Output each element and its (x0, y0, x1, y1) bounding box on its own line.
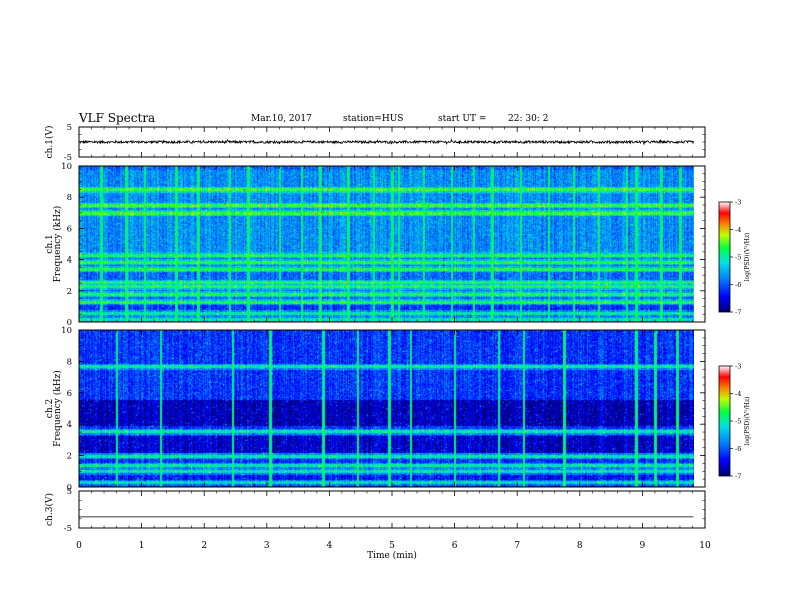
y-tick-label: 8 (67, 357, 72, 367)
x-axis-label: Time (min) (367, 550, 417, 561)
x-tick-label: 0 (76, 541, 82, 551)
y-tick-label: 0 (67, 483, 72, 493)
spectrogram-image-ch2 (79, 330, 694, 487)
colorbar-tick-label: -5 (735, 418, 741, 426)
colorbar-tick-label: -6 (735, 281, 741, 289)
x-tick-label: 1 (139, 541, 145, 551)
y-axis-label: Frequency (kHz) (52, 206, 63, 283)
colorbar-tick-label: -3 (735, 199, 741, 207)
y-axis-label: Frequency (kHz) (52, 370, 63, 447)
y-tick-label: 10 (61, 162, 72, 172)
colorbar-tick-label: -6 (735, 445, 741, 453)
start-ut-label: start UT = (438, 114, 487, 124)
station-label: station=HUS (343, 114, 404, 124)
start-ut-value: 22: 30: 2 (508, 114, 549, 124)
y-tick-label: 8 (67, 193, 72, 203)
colorbar-tick-label: -7 (735, 473, 741, 481)
waveform-trace-ch1 (78, 138, 694, 146)
channel-label: ch.1 (45, 234, 55, 253)
y-axis-label: ch.3(V) (44, 493, 55, 526)
y-tick-label: 6 (67, 224, 72, 234)
x-tick-label: 2 (201, 541, 207, 551)
y-tick-label: 4 (67, 420, 72, 430)
x-tick-label: 4 (327, 541, 333, 551)
x-tick-label: 9 (640, 541, 646, 551)
y-tick-label: -5 (64, 524, 72, 534)
colorbar-tick-label: -3 (735, 363, 741, 371)
channel-label: ch.2 (45, 399, 55, 418)
panel-frame-ch3-wave (78, 490, 706, 529)
spectrogram-image-ch1 (79, 166, 694, 322)
colorbar-label: log(PSD)(V²/Hz) (744, 397, 751, 446)
y-tick-label: -5 (64, 153, 72, 163)
colorbar-tick-label: -5 (735, 254, 741, 262)
y-tick-label: 2 (67, 287, 72, 297)
x-tick-label: 3 (264, 541, 270, 551)
x-tick-label: 7 (514, 541, 520, 551)
y-tick-label: 4 (67, 256, 72, 266)
y-axis-label: ch.1(V) (44, 126, 55, 159)
y-tick-label: 6 (67, 389, 72, 399)
y-tick-label: 2 (67, 452, 72, 462)
y-tick-label: 0 (67, 318, 72, 328)
y-tick-label: 5 (67, 123, 72, 133)
colorbar-ch2 (718, 365, 731, 477)
x-tick-label: 6 (452, 541, 458, 551)
x-tick-label: 8 (577, 541, 583, 551)
colorbar-ch1 (718, 201, 731, 313)
y-tick-label: 10 (61, 326, 72, 336)
x-tick-label: 10 (699, 541, 711, 551)
x-tick-label: 5 (389, 541, 395, 551)
y-tick-label: 5 (67, 487, 72, 497)
colorbar-tick-label: -7 (735, 309, 741, 317)
colorbar-label: log(PSD)(V²/Hz) (744, 233, 751, 282)
colorbar-tick-label: -4 (735, 226, 741, 234)
colorbar-tick-label: -4 (735, 390, 741, 398)
chart-title: VLF Spectra (79, 111, 156, 125)
date-label: Mar.10, 2017 (251, 114, 312, 124)
